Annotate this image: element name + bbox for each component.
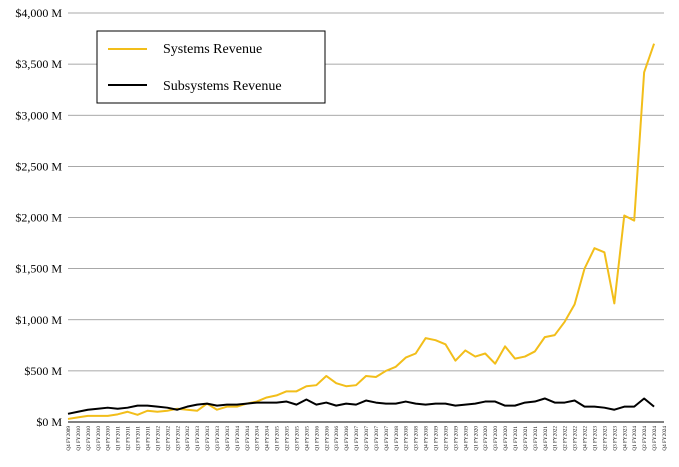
x-tick-label: Q1 FY2013 <box>195 426 201 451</box>
x-tick-label: Q4 FY2017 <box>384 426 390 451</box>
x-tick-label: Q2 FY2024 <box>642 426 648 451</box>
x-tick-label: Q2 FY2022 <box>563 426 569 451</box>
x-tick-label: Q1 FY2022 <box>553 426 559 451</box>
x-tick-label: Q2 FY2011 <box>126 426 132 451</box>
x-tick-label: Q4 FY2022 <box>583 426 589 451</box>
y-gridlines <box>68 12 664 423</box>
x-tick-label: Q4 FY2009 <box>66 426 72 451</box>
systems-revenue-line <box>67 43 656 420</box>
x-tick-label: Q2 FY2010 <box>86 426 92 451</box>
x-tick-label: Q4 FY2014 <box>265 426 271 451</box>
y-tick-label: $3,000 M <box>15 108 62 122</box>
x-tick-label: Q1 FY2023 <box>592 426 598 451</box>
y-tick-label: $2,500 M <box>15 159 62 173</box>
x-axis-tick-labels: Q4 FY2009 Q1 FY2010 Q2 FY2010 Q3 FY2010 Q4 F… <box>66 426 668 451</box>
x-tick-label: Q3 FY2013 <box>215 426 221 451</box>
x-tick-label: Q2 FY2014 <box>245 426 251 451</box>
y-tick-label: $500 M <box>24 364 62 378</box>
y-tick-label: $4,000 M <box>15 6 62 20</box>
x-tick-label: Q1 FY2011 <box>116 426 122 451</box>
x-tick-label: Q1 FY2021 <box>513 426 519 451</box>
x-tick-label: Q2 FY2015 <box>285 426 291 451</box>
x-tick-label: Q1 FY2016 <box>314 426 320 451</box>
x-tick-label: Q3 FY2022 <box>573 426 579 451</box>
x-tick-label: Q4 FY2024 <box>662 426 668 451</box>
y-axis-tick-labels: $0 M $500 M $1,000 M $1,500 M $2,000 M $2,500… <box>15 6 62 429</box>
x-tick-label: Q2 FY2016 <box>324 426 330 451</box>
legend-label-systems: Systems Revenue <box>163 42 262 57</box>
legend: Systems Revenue Subsystems Revenue <box>96 30 326 104</box>
x-tick-label: Q3 FY2019 <box>453 426 459 451</box>
x-tick-label: Q3 FY2024 <box>652 426 658 451</box>
x-tick-label: Q4 FY2016 <box>344 426 350 451</box>
x-tick-label: Q3 FY2016 <box>334 426 340 451</box>
x-tick-label: Q1 FY2020 <box>473 426 479 451</box>
x-tick-label: Q1 FY2024 <box>632 426 638 451</box>
x-tick-label: Q2 FY2012 <box>165 426 171 451</box>
x-tick-label: Q3 FY2023 <box>612 426 618 451</box>
series-lines <box>67 43 656 420</box>
subsystems-revenue-line <box>67 397 655 415</box>
x-tick-label: Q3 FY2014 <box>255 426 261 451</box>
y-tick-label: $3,500 M <box>15 57 62 71</box>
x-tick-label: Q3 FY2017 <box>374 426 380 451</box>
x-tick-label: Q3 FY2021 <box>533 426 539 451</box>
x-tick-label: Q3 FY2010 <box>96 426 102 451</box>
x-tick-label: Q3 FY2012 <box>175 426 181 451</box>
y-tick-label: $1,500 M <box>15 262 62 276</box>
x-tick-label: Q4 FY2011 <box>145 426 151 451</box>
x-tick-label: Q3 FY2018 <box>414 426 420 451</box>
y-tick-label: $2,000 M <box>15 211 62 225</box>
x-tick-label: Q1 FY2018 <box>394 426 400 451</box>
x-tick-label: Q4 FY2019 <box>463 426 469 451</box>
y-tick-label: $1,000 M <box>15 313 62 327</box>
x-tick-label: Q3 FY2020 <box>493 426 499 451</box>
x-tick-label: Q4 FY2013 <box>225 426 231 451</box>
x-tick-label: Q1 FY2019 <box>434 426 440 451</box>
x-tick-label: Q2 FY2020 <box>483 426 489 451</box>
x-tick-label: Q2 FY2017 <box>364 426 370 451</box>
x-tick-label: Q4 FY2015 <box>304 426 310 451</box>
x-tick-label: Q3 FY2011 <box>136 426 142 451</box>
x-tick-label: Q2 FY2021 <box>523 426 529 451</box>
x-tick-label: Q2 FY2019 <box>443 426 449 451</box>
x-tick-label: Q4 FY2021 <box>543 426 549 451</box>
x-tick-label: Q2 FY2023 <box>602 426 608 451</box>
x-tick-label: Q1 FY2017 <box>354 426 360 451</box>
legend-label-subsystems: Subsystems Revenue <box>163 79 282 94</box>
x-tick-label: Q2 FY2018 <box>404 426 410 451</box>
x-tick-label: Q1 FY2015 <box>275 426 281 451</box>
x-tick-label: Q1 FY2012 <box>155 426 161 451</box>
y-tick-label: $0 M <box>36 415 62 429</box>
x-tick-label: Q4 FY2020 <box>503 426 509 451</box>
x-tick-label: Q2 FY2013 <box>205 426 211 451</box>
x-tick-label: Q3 FY2015 <box>294 426 300 451</box>
x-tick-label: Q1 FY2010 <box>76 426 82 451</box>
legend-box <box>96 30 326 104</box>
x-tick-label: Q4 FY2012 <box>185 426 191 451</box>
x-tick-label: Q4 FY2010 <box>106 426 112 451</box>
x-tick-label: Q1 FY2014 <box>235 426 241 451</box>
x-tick-label: Q4 FY2018 <box>424 426 430 451</box>
x-tick-label: Q4 FY2023 <box>622 426 628 451</box>
